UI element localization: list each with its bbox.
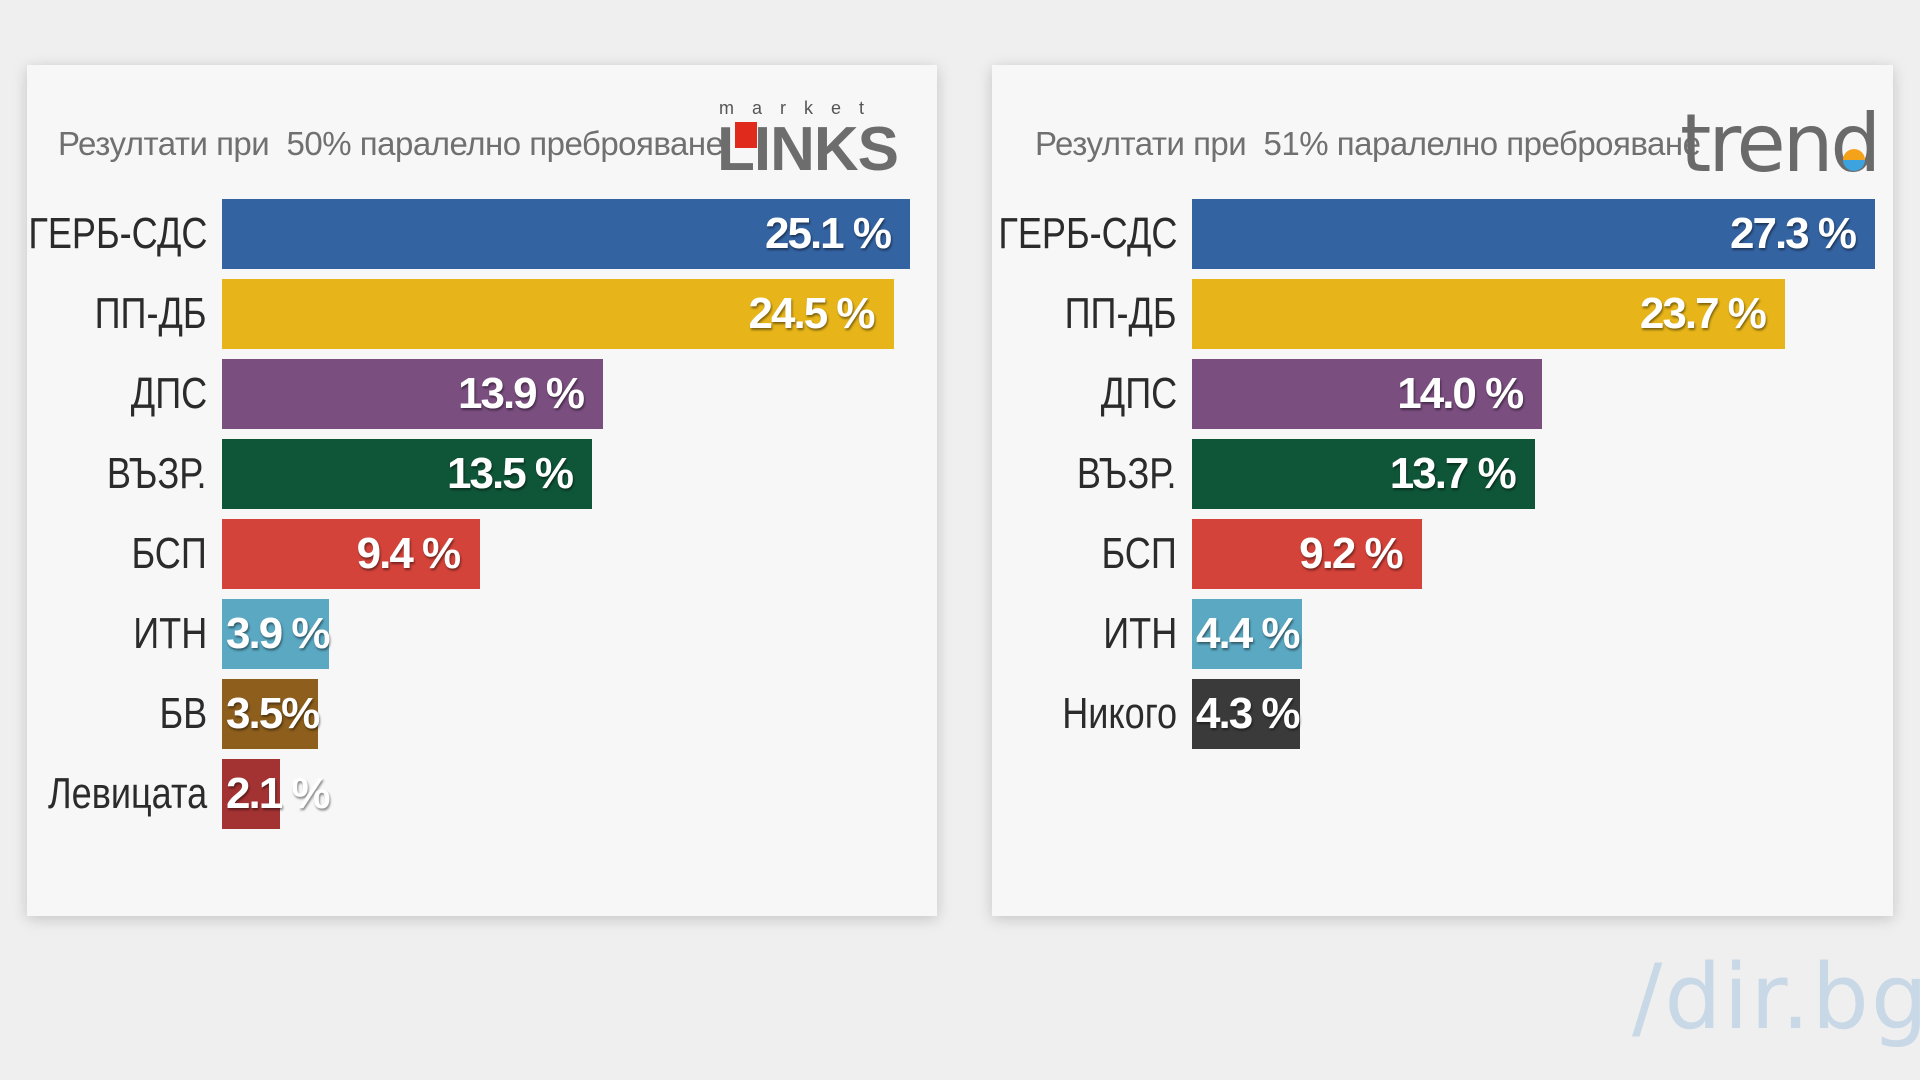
category-label: ПП-ДБ bbox=[1065, 289, 1177, 338]
chart-subtitle: Резултати при 50% паралелно преброяване bbox=[58, 125, 724, 162]
value-label: 4.3 % bbox=[1196, 689, 1301, 738]
category-label: ДПС bbox=[1100, 369, 1177, 418]
value-label: 4.4 % bbox=[1196, 609, 1301, 658]
category-label: ГЕРБ-СДС bbox=[997, 209, 1177, 258]
value-label: 3.5% bbox=[226, 689, 320, 738]
category-label: ВЪЗР. bbox=[107, 449, 207, 498]
category-label: ВЪЗР. bbox=[1077, 449, 1177, 498]
bar bbox=[1192, 679, 1300, 749]
value-label: 25.1 % bbox=[765, 209, 892, 258]
value-label: 24.5 % bbox=[748, 289, 876, 338]
category-label: ГЕРБ-СДС bbox=[27, 209, 207, 258]
value-label: 3.9 % bbox=[226, 609, 331, 658]
bar bbox=[1192, 439, 1535, 509]
logo-market-text: market bbox=[719, 98, 883, 118]
value-label: 27.3 % bbox=[1730, 209, 1857, 258]
bar bbox=[222, 359, 603, 429]
bar bbox=[222, 199, 910, 269]
bar bbox=[222, 759, 280, 829]
category-label: ПП-ДБ bbox=[95, 289, 207, 338]
bar bbox=[222, 679, 318, 749]
value-label: 14.0 % bbox=[1397, 369, 1524, 418]
logo-trend-text: trend bbox=[1680, 97, 1881, 190]
market-links-logo: market LINKS bbox=[717, 98, 922, 198]
bar bbox=[1192, 359, 1543, 429]
value-label: 9.4 % bbox=[356, 529, 462, 578]
value-label: 23.7 % bbox=[1639, 289, 1767, 338]
bar bbox=[222, 519, 480, 589]
value-label: 13.7 % bbox=[1389, 449, 1517, 498]
category-label: ИТН bbox=[1102, 609, 1177, 658]
chart-panel-trend: Резултати при 51% паралелно преброяване … bbox=[992, 65, 1893, 916]
bar bbox=[1192, 279, 1785, 349]
category-label: ДПС bbox=[130, 369, 207, 418]
chart-panel-market-links: Резултати при 50% паралелно преброяване … bbox=[27, 65, 937, 916]
watermark-logo: /dir.bg bbox=[1632, 945, 1920, 1050]
category-label: БСП bbox=[1101, 529, 1177, 578]
value-label: 9.2 % bbox=[1299, 529, 1404, 578]
bar bbox=[222, 439, 593, 509]
bar bbox=[222, 599, 329, 669]
category-label: Никого bbox=[1062, 689, 1177, 738]
trend-logo: trend bbox=[1680, 97, 1881, 195]
bar bbox=[1192, 599, 1303, 669]
category-label: БСП bbox=[131, 529, 207, 578]
category-label: ИТН bbox=[132, 609, 207, 658]
logo-red-square bbox=[735, 122, 757, 148]
category-label: БВ bbox=[159, 689, 207, 738]
value-label: 13.5 % bbox=[447, 449, 574, 498]
value-label: 2.1 % bbox=[226, 769, 331, 818]
bar bbox=[1192, 519, 1423, 589]
bar bbox=[222, 279, 894, 349]
logo-pie-icon bbox=[1843, 149, 1865, 171]
bar bbox=[1192, 199, 1875, 269]
value-label: 13.9 % bbox=[458, 369, 585, 418]
category-label: Левицата bbox=[47, 769, 207, 818]
chart-subtitle: Резултати при 51% паралелно преброяване bbox=[1035, 125, 1701, 162]
